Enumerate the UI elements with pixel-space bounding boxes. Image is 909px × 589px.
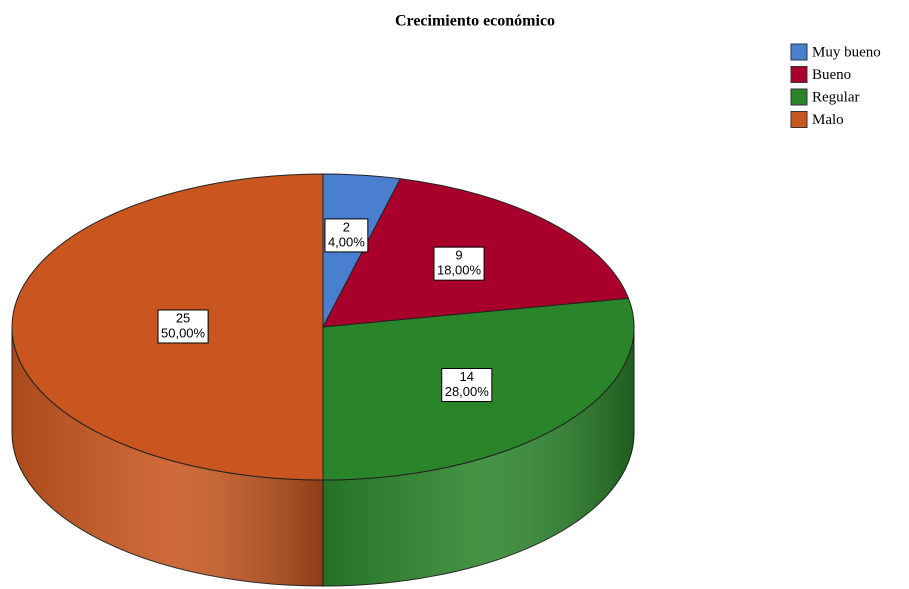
side-shade xyxy=(12,327,323,586)
percent-label: 50,00% xyxy=(161,325,206,340)
legend-swatch xyxy=(790,43,808,61)
label-box xyxy=(157,309,209,344)
legend-swatch xyxy=(790,66,808,83)
legend-swatch xyxy=(790,88,808,106)
count-label: 25 xyxy=(176,310,190,325)
data-label: 918,00% xyxy=(433,246,485,281)
label-box xyxy=(433,246,485,281)
legend-label: Bueno xyxy=(812,67,851,83)
percent-label: 28,00% xyxy=(445,384,490,399)
legend-swatch xyxy=(790,111,808,128)
side-shade xyxy=(323,327,634,586)
label-box xyxy=(441,368,493,403)
count-label: 9 xyxy=(455,248,462,263)
chart-title: Crecimiento económico xyxy=(395,13,555,30)
data-label: 24,00% xyxy=(324,218,369,253)
legend-label: Malo xyxy=(812,112,844,128)
legend-label: Regular xyxy=(812,89,859,105)
percent-label: 18,00% xyxy=(437,263,482,278)
label-box xyxy=(324,218,369,253)
count-label: 2 xyxy=(343,219,350,234)
count-label: 14 xyxy=(460,369,474,384)
percent-label: 4,00% xyxy=(328,234,365,249)
legend-label: Muy bueno xyxy=(812,44,881,60)
